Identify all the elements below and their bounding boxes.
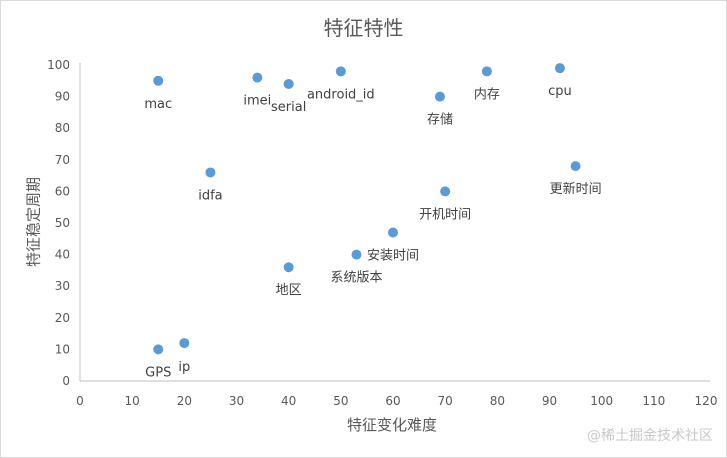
x-tick-label: 0 <box>76 394 84 408</box>
x-tick-label: 30 <box>229 394 244 408</box>
y-tick-label: 90 <box>55 90 70 104</box>
data-point <box>252 72 263 83</box>
data-point <box>434 91 445 102</box>
chart-title: 特征特性 <box>323 16 404 40</box>
data-point <box>335 66 346 77</box>
x-tick-label: 90 <box>542 394 557 408</box>
data-point <box>481 66 492 77</box>
x-tick-label: 80 <box>490 394 505 408</box>
data-label: android_id <box>307 87 375 102</box>
x-tick-label: 40 <box>281 394 296 408</box>
data-label: cpu <box>548 84 572 99</box>
y-tick-label: 30 <box>55 279 70 293</box>
data-label: idfa <box>198 188 222 203</box>
data-point <box>205 167 216 178</box>
data-point <box>388 227 398 238</box>
x-tick-label: 110 <box>642 394 665 408</box>
data-point <box>179 338 190 349</box>
x-tick-label: 10 <box>125 394 140 408</box>
data-point <box>153 75 164 86</box>
x-tick-label: 50 <box>333 394 348 408</box>
x-tick-label: 20 <box>177 394 192 408</box>
data-point <box>283 78 294 89</box>
data-point <box>440 186 451 197</box>
y-tick-label: 0 <box>62 374 70 388</box>
data-label: mac <box>144 97 172 112</box>
data-label: 开机时间 <box>419 207 471 222</box>
x-tick-label: 120 <box>695 394 718 408</box>
data-label: 更新时间 <box>550 181 602 197</box>
x-tick-label: 60 <box>385 394 400 408</box>
data-point <box>351 249 362 260</box>
y-tick-label: 50 <box>55 216 70 230</box>
data-label: 地区 <box>276 283 302 298</box>
watermark: @稀土掘金技术社区 <box>587 428 713 444</box>
data-point <box>283 262 294 273</box>
x-axis-label: 特征变化难度 <box>346 416 438 434</box>
data-point <box>153 344 164 355</box>
x-tick-label: 100 <box>590 394 613 408</box>
y-tick-label: 10 <box>55 342 70 356</box>
data-point <box>570 161 581 172</box>
y-tick-label: 40 <box>55 248 70 262</box>
data-label: ip <box>178 360 190 375</box>
data-point <box>554 63 565 74</box>
data-label: serial <box>271 100 306 115</box>
data-label: 安装时间 <box>367 248 419 263</box>
x-tick-label: 70 <box>438 394 453 408</box>
data-label: GPS <box>145 365 171 380</box>
data-label: 内存 <box>474 86 500 102</box>
data-label: imei <box>243 94 271 109</box>
data-label: 存储 <box>427 113 453 128</box>
data-label: 系统版本 <box>330 271 382 286</box>
y-tick-label: 60 <box>55 184 70 198</box>
y-tick-label: 20 <box>55 311 70 325</box>
y-tick-label: 80 <box>55 121 70 135</box>
y-tick-label: 100 <box>47 58 70 72</box>
y-tick-label: 70 <box>55 153 70 167</box>
